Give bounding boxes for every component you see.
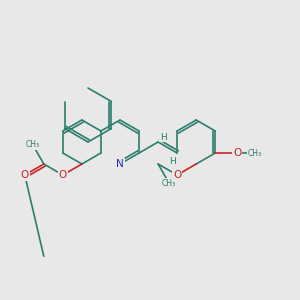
Text: CH₃: CH₃ — [162, 178, 176, 188]
Text: CH₃: CH₃ — [26, 140, 40, 149]
Text: O: O — [21, 170, 29, 180]
Text: H: H — [160, 133, 167, 142]
Text: O: O — [59, 170, 67, 180]
Text: H: H — [169, 157, 175, 166]
Text: O: O — [233, 148, 242, 158]
Text: N: N — [116, 159, 124, 169]
Text: CH₃: CH₃ — [248, 148, 262, 158]
Text: O: O — [173, 170, 181, 180]
